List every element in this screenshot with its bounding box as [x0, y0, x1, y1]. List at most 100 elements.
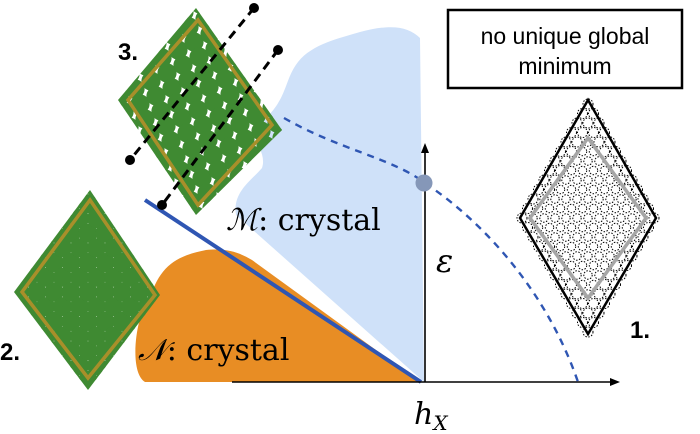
lattice-dot: [539, 194, 549, 204]
particle: [206, 209, 225, 228]
lattice-dot: [561, 194, 571, 204]
particle: [0, 37, 19, 56]
lattice-dot: [627, 213, 637, 223]
particle: [44, 400, 63, 419]
lattice-dot: [582, 326, 594, 338]
lattice-dot: [605, 251, 615, 261]
particle: [0, 297, 4, 316]
particle: [61, 223, 81, 243]
lattice-dot: [593, 117, 605, 129]
particle: [248, 400, 267, 419]
particle: [338, 0, 357, 10]
particle: [62, 58, 81, 77]
lattice-1-inner-rhombus: [527, 135, 649, 301]
lattice-dot: [610, 279, 621, 290]
particle: [233, 235, 252, 254]
lattice-dot: [610, 203, 621, 214]
particle: [146, 165, 165, 184]
particle: [142, 18, 162, 38]
particle: [306, 6, 325, 25]
particle: [291, 385, 310, 404]
particle: [128, 200, 148, 215]
particle: [10, 429, 29, 434]
lattice-dot: [637, 193, 649, 205]
particle: [133, 215, 152, 234]
lattice-dot: [549, 269, 561, 281]
particle: [162, 78, 182, 98]
particle: [118, 57, 119, 77]
dash-end-dot: [249, 3, 259, 13]
lattice-dot: [527, 231, 539, 243]
n-crystal-region: [135, 249, 421, 382]
dash-end-dot: [125, 155, 135, 165]
particle: [78, 50, 97, 69]
particle: [159, 237, 178, 256]
lattice-dot: [593, 288, 605, 300]
lattice-dot: [577, 260, 588, 271]
particle: [19, 150, 38, 169]
lattice-dot: [610, 184, 621, 195]
particle: [44, 429, 63, 434]
particle: [78, 400, 97, 419]
particle: [69, 267, 90, 287]
particle: [19, 97, 38, 116]
particle: [0, 253, 13, 272]
lattice-dot: [605, 213, 615, 223]
lattice-dot: [560, 136, 572, 148]
particle: [192, 168, 212, 188]
particle: [67, 73, 86, 92]
lattice-dot: [599, 260, 610, 271]
particle: [0, 282, 13, 301]
lattice-dot: [583, 175, 593, 185]
particle: [86, 238, 107, 258]
lattice-dot: [577, 241, 588, 252]
particle: [317, 0, 336, 3]
particle: [93, 95, 112, 114]
particle: [182, 138, 202, 158]
lattice-dot: [577, 108, 588, 119]
particle: [111, 0, 130, 1]
lattice-dot: [588, 184, 599, 195]
particle: [316, 429, 335, 434]
particle: [163, 224, 182, 243]
particle: [92, 148, 111, 167]
particle: [61, 341, 81, 361]
particle: [274, 22, 282, 42]
particle: [103, 297, 124, 317]
lattice-dot: [626, 250, 638, 262]
particle: [120, 208, 141, 229]
particle: [161, 131, 181, 151]
particle: [10, 400, 29, 419]
particle: [44, 282, 64, 302]
particle: [121, 415, 140, 434]
particle: [14, 370, 30, 390]
particle: [35, 190, 56, 199]
particle: [112, 311, 132, 331]
particle: [14, 208, 22, 229]
particle: [157, 63, 177, 83]
lattice-dot: [582, 98, 594, 110]
particle: [0, 371, 13, 390]
lattice-dot: [555, 241, 566, 252]
particle: [146, 400, 165, 419]
particle: [172, 415, 191, 434]
lattice-dot: [588, 165, 599, 176]
particle: [8, 120, 27, 139]
lattice-dot: [615, 269, 627, 281]
particle: [39, 157, 58, 176]
particle: [18, 385, 39, 390]
particle: [235, 129, 255, 149]
particle: [282, 400, 301, 419]
particle: [18, 150, 37, 169]
particle: [118, 19, 125, 39]
particle: [53, 150, 72, 169]
particle: [257, 83, 277, 103]
particle: [35, 355, 56, 376]
lattice-dot: [594, 175, 604, 185]
particle: [35, 297, 56, 317]
particle: [78, 135, 97, 154]
lattice-dot: [566, 241, 577, 252]
lattice-dot: [555, 146, 566, 157]
lattice-dot: [544, 260, 555, 271]
particle: [42, 0, 61, 18]
